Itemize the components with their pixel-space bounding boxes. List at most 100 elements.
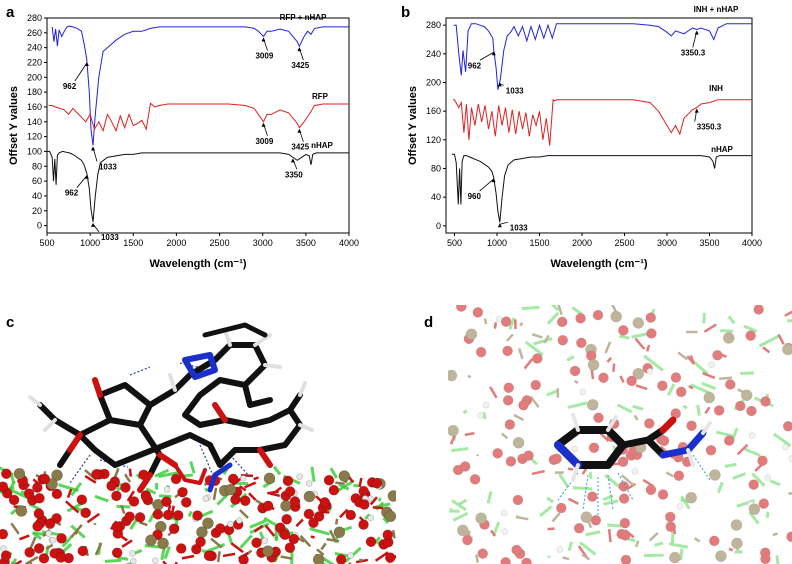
y-tick-label: 160	[27, 102, 42, 112]
molecular-model-rfp-nhap	[0, 305, 396, 564]
panel-letter-c: c	[6, 314, 15, 331]
annotation-arrowhead	[84, 62, 89, 66]
y-tick-label: 40	[32, 191, 42, 201]
x-axis-title: Wavelength (cm⁻¹)	[149, 258, 246, 270]
y-tick-label: 20	[32, 206, 42, 216]
chart-a: 500 1000 1500 2000 2500 3000 3500 4000 0 20 40 60 80…	[8, 13, 359, 270]
peak-annotation: 962	[63, 82, 77, 91]
peak-annotation: 3425	[291, 61, 309, 70]
annotation-arrow	[76, 175, 88, 188]
x-tick-label: 1000	[80, 238, 100, 248]
y-tick-label: 280	[27, 13, 42, 23]
annotation-arrow	[479, 178, 494, 192]
peak-annotation: 3009	[255, 137, 273, 146]
peak-annotation: 1033	[99, 163, 117, 172]
series-line-inh	[452, 98, 752, 146]
y-tick-label: 60	[32, 176, 42, 186]
y-tick-label: 80	[32, 161, 42, 171]
y-tick-label: 80	[431, 164, 441, 174]
x-tick-label: 4000	[339, 238, 359, 248]
y-tick-label: 220	[27, 57, 42, 67]
y-tick-label: 180	[27, 87, 42, 97]
series-label: nHAP	[711, 145, 733, 154]
annotation-arrow	[499, 221, 508, 225]
y-tick-label: 280	[426, 20, 441, 30]
series-line-inh-nhap	[453, 23, 752, 90]
x-tick-label: 3500	[296, 238, 316, 248]
hap-surface-c	[0, 461, 396, 564]
y-tick-label: 260	[27, 28, 42, 38]
annotation-arrowhead	[497, 223, 502, 228]
x-tick-label: 500	[39, 238, 54, 248]
peak-annotation: 1033	[510, 223, 528, 232]
annotation-arrowhead	[297, 47, 302, 52]
annotation-arrow	[479, 51, 494, 61]
y-tick-label: 100	[27, 146, 42, 156]
y-axis-title: Offset Y values	[8, 86, 20, 165]
x-tick-label: 1500	[123, 238, 143, 248]
y-tick-label: 200	[426, 78, 441, 88]
y-tick-label: 120	[426, 135, 441, 145]
series-label: INH + nHAP	[694, 5, 739, 14]
peak-annotation: 962	[65, 189, 79, 198]
chart-b: 500 1000 1500 2000 2500 3000 3500 4000 0 40 80 120 1…	[407, 5, 762, 270]
x-axis-title: Wavelength (cm⁻¹)	[550, 258, 647, 270]
peak-annotation: 962	[468, 61, 482, 70]
annotation-arrowhead	[261, 122, 266, 127]
y-tick-label: 40	[431, 192, 441, 202]
peak-annotation: 3425	[291, 143, 309, 152]
x-tick-label: 4000	[742, 238, 762, 248]
peak-annotation: 3350	[285, 170, 303, 179]
x-tick-label: 500	[447, 238, 462, 248]
series-line-rfp-nhap	[51, 25, 349, 146]
peak-annotation: 960	[468, 192, 482, 201]
y-tick-label: 200	[27, 72, 42, 82]
y-tick-label: 0	[37, 221, 42, 231]
series-label: nHAP	[311, 141, 333, 150]
hap-surface-d	[448, 305, 792, 564]
molecular-model-inh-nhap	[448, 305, 792, 564]
y-tick-label: 120	[27, 132, 42, 142]
peak-annotation: 3009	[255, 52, 273, 61]
series-label: RFP + nHAP	[280, 13, 327, 22]
series-line-rfp	[48, 102, 349, 133]
y-tick-label: 240	[426, 49, 441, 59]
x-tick-label: 2500	[210, 238, 230, 248]
isoniazid-molecule	[554, 413, 712, 482]
y-tick-label: 0	[436, 221, 441, 231]
plot-frame	[46, 17, 350, 234]
ir-spectra-charts: 500 1000 1500 2000 2500 3000 3500 4000020406080…	[8, 5, 762, 270]
peak-annotation: 1033	[506, 86, 524, 95]
peak-annotation: 3350.3	[697, 123, 722, 132]
series-label: RFP	[312, 92, 329, 101]
x-tick-label: 2000	[572, 238, 592, 248]
y-tick-label: 160	[426, 106, 441, 116]
annotation-arrowhead	[90, 222, 95, 227]
annotation-arrowhead	[297, 128, 302, 133]
annotation-arrowhead	[290, 158, 295, 163]
x-tick-label: 2000	[166, 238, 186, 248]
peak-annotation: 1033	[101, 233, 119, 242]
y-tick-label: 140	[27, 117, 42, 127]
plot-frame	[445, 17, 753, 234]
x-tick-label: 3000	[253, 238, 273, 248]
series-label: INH	[709, 84, 723, 93]
series-line-nhap	[451, 153, 752, 223]
x-tick-label: 2500	[614, 238, 634, 248]
annotation-arrowhead	[84, 174, 89, 179]
x-tick-label: 3000	[657, 238, 677, 248]
peak-annotation: 3350.3	[681, 48, 706, 57]
annotation-arrowhead	[491, 178, 496, 183]
x-tick-label: 1500	[529, 238, 549, 248]
annotation-arrowhead	[694, 30, 699, 35]
x-tick-label: 3500	[699, 238, 719, 248]
y-axis-title: Offset Y values	[407, 86, 419, 165]
rifampicin-molecule	[28, 322, 314, 493]
annotation-arrowhead	[261, 37, 266, 42]
panel-letter-d: d	[424, 314, 434, 331]
panel-letter-a: a	[6, 4, 15, 21]
x-tick-label: 1000	[487, 238, 507, 248]
y-tick-label: 240	[27, 43, 42, 53]
annotation-arrowhead	[497, 82, 502, 87]
annotation-arrowhead	[491, 51, 496, 56]
